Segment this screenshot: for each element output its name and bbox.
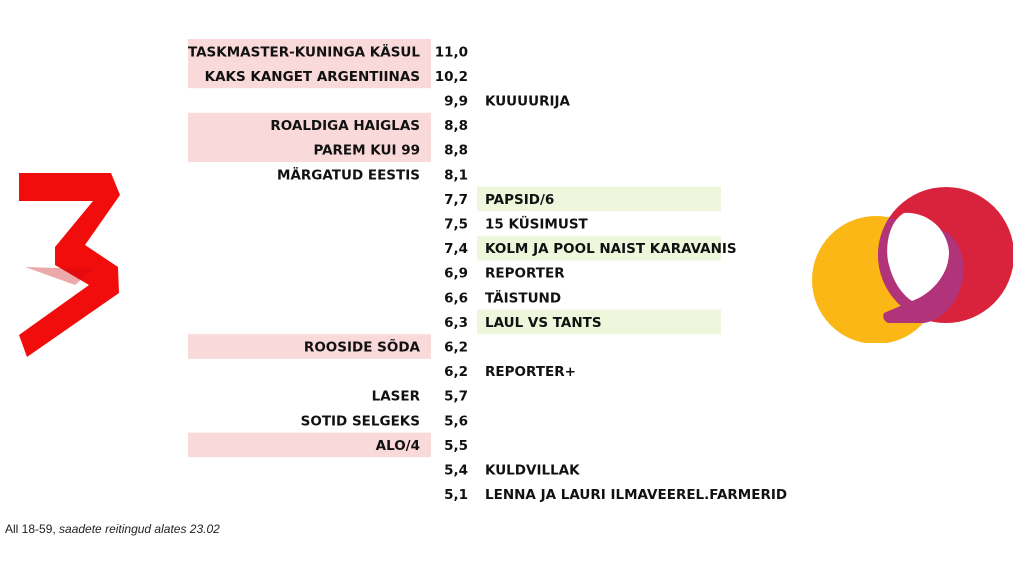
rating-value: 5,7: [444, 389, 468, 405]
right-program-label: 15 KÜSIMUST: [485, 215, 589, 233]
rating-value: 7,5: [444, 217, 468, 233]
right-program-label: KULDVILLAK: [485, 463, 580, 479]
rating-value: 10,2: [435, 69, 468, 85]
footnote-prefix: All 18-59,: [5, 522, 60, 536]
rating-value: 8,1: [444, 167, 468, 183]
rating-value: 5,4: [444, 463, 468, 479]
left-program-label: SOTID SELGEKS: [301, 413, 420, 429]
tv3-logo-icon: [19, 173, 120, 357]
left-highlight-bar: [188, 137, 431, 162]
left-highlight-bar: [188, 334, 431, 359]
left-program-label: PAREM KUI 99: [313, 143, 420, 159]
rating-value: 7,7: [444, 192, 468, 208]
footnote: All 18-59, saadete reitingud alates 23.0…: [5, 522, 220, 536]
rating-value: 11,0: [435, 44, 468, 60]
right-program-label: LAUL VS TANTS: [485, 315, 602, 331]
rating-value: 6,9: [444, 266, 468, 282]
rating-value: 8,8: [444, 118, 468, 134]
left-highlight-bar: [188, 112, 431, 138]
rating-value: 6,2: [444, 364, 468, 380]
left-highlight-bar: [188, 63, 431, 89]
rating-value: 9,9: [444, 94, 468, 110]
rating-value: 6,3: [444, 315, 468, 331]
right-program-label: REPORTER+: [485, 364, 576, 380]
rating-value: 6,6: [444, 290, 468, 306]
left-program-label: TASKMASTER-KUNINGA KÄSUL: [188, 43, 420, 60]
right-program-label: REPORTER: [485, 266, 565, 282]
rating-value: 7,4: [444, 241, 468, 257]
right-program-label: KOLM JA POOL NAIST KARAVANIS: [485, 241, 737, 257]
left-highlight-bar: [188, 39, 431, 64]
rating-value: 5,1: [444, 487, 468, 503]
left-program-label: ROALDIGA HAIGLAS: [270, 118, 420, 134]
right-program-label: TÄISTUND: [485, 289, 561, 306]
right-highlight-bar: [477, 186, 721, 212]
left-program-label: ALO/4: [376, 438, 420, 454]
rating-value: 5,5: [444, 438, 468, 454]
rating-value: 5,6: [444, 413, 468, 429]
right-program-label: KUUUURIJA: [485, 94, 571, 110]
left-program-label: LASER: [372, 389, 421, 405]
rating-value: 6,2: [444, 340, 468, 356]
left-highlight-bar: [188, 432, 431, 458]
left-program-label: ROOSIDE SÕDA: [304, 338, 421, 356]
err-logo-icon: [812, 187, 1013, 343]
right-program-label: PAPSID/6: [485, 192, 554, 208]
left-program-label: MÄRGATUD EESTIS: [277, 166, 420, 183]
right-highlight-bar: [477, 309, 721, 335]
right-highlight-bar: [477, 235, 721, 261]
footnote-italic: saadete reitingud alates 23.02: [59, 522, 220, 536]
rating-value: 8,8: [444, 143, 468, 159]
left-program-label: KAKS KANGET ARGENTIINAS: [205, 69, 420, 85]
right-program-label: LENNA JA LAURI ILMAVEEREL.FARMERID: [485, 487, 787, 503]
